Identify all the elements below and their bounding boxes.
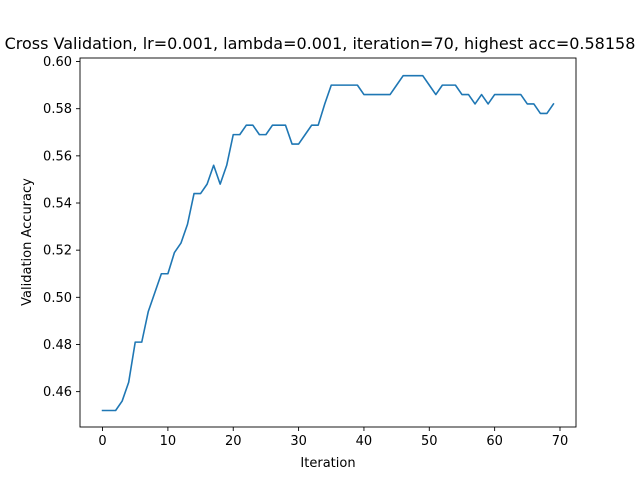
x-tick-label: 10 [160,434,177,449]
x-tick-label: 60 [486,434,503,449]
x-axis-label: Iteration [300,456,355,471]
chart-title: Cross Validation, lr=0.001, lambda=0.001… [5,34,636,53]
plot-area [101,74,555,412]
y-tick-label: 0.46 [43,385,72,400]
y-tick-label: 0.50 [43,291,72,306]
x-tick-label: 40 [356,434,373,449]
x-tick-label: 30 [290,434,307,449]
x-tick-label: 0 [98,434,106,449]
y-axis-label: Validation Accuracy [20,178,35,306]
y-tick-label: 0.48 [43,338,72,353]
y-tick-label: 0.56 [43,149,72,164]
y-tick-label: 0.58 [43,102,72,117]
y-tick-label: 0.60 [43,55,72,70]
axes: 0 10 20 30 40 50 60 70 0.46 0.48 0.50 0.52 0.54 0.56 0… [43,55,577,449]
y-tick-label: 0.54 [43,197,72,212]
series-line-0 [101,74,555,412]
x-tick-label: 50 [421,434,438,449]
y-tick-label: 0.52 [43,244,72,259]
x-tick-label: 70 [552,434,569,449]
x-tick-label: 20 [225,434,242,449]
axes-frame [79,57,577,428]
